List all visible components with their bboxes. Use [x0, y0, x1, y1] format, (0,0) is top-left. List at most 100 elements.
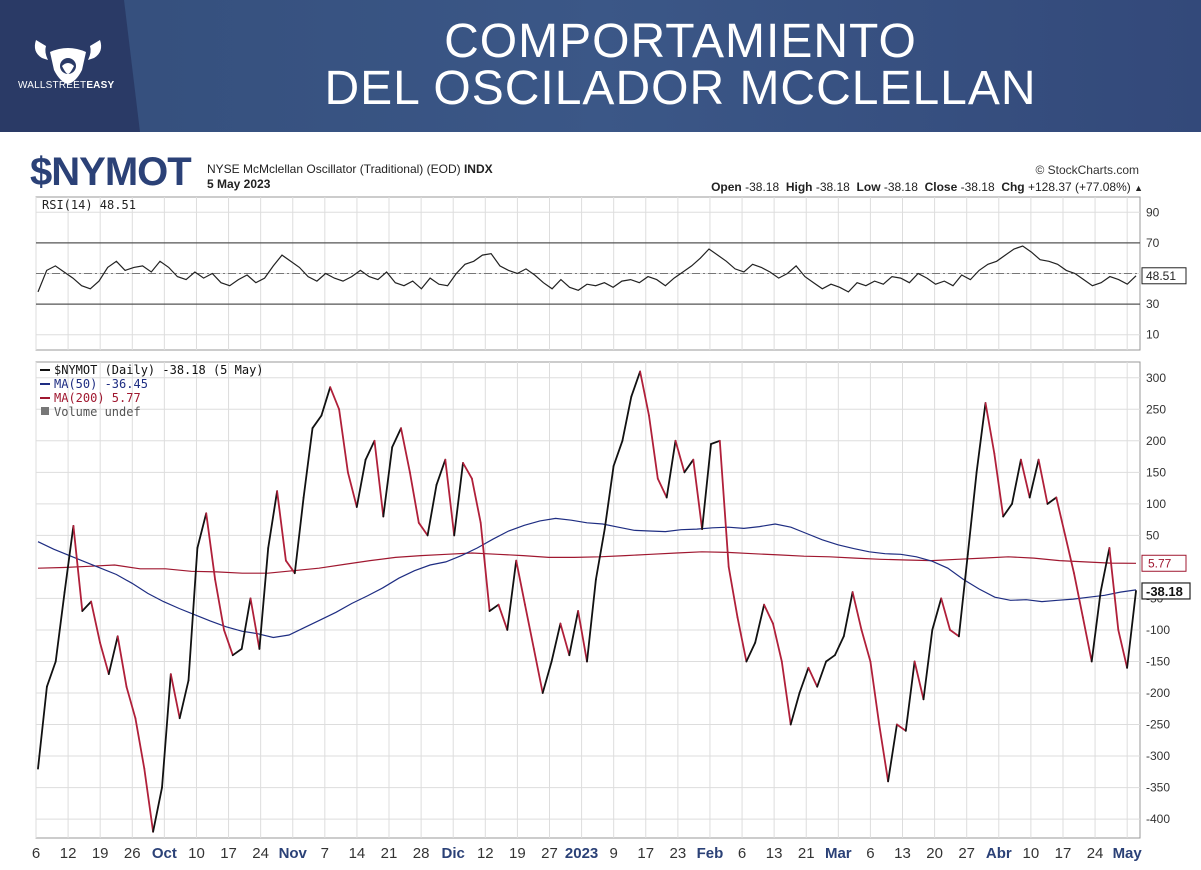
price-segment: [878, 723, 889, 783]
rsi-y-tick-label: 90: [1146, 205, 1160, 219]
x-tick-label: 27: [541, 845, 558, 862]
price-segment: [240, 597, 252, 650]
price-segment: [382, 446, 394, 518]
price-segment: [453, 461, 464, 537]
price-segment: [541, 660, 553, 694]
rsi-label: RSI(14) 48.51: [42, 198, 136, 212]
price-segment: [1064, 534, 1075, 575]
price-segment: [975, 402, 987, 474]
x-tick-label: 19: [509, 845, 526, 862]
price-segment: [1020, 458, 1031, 499]
price-y-tick-label: 50: [1146, 528, 1160, 542]
price-segment: [81, 600, 92, 612]
x-tick-label: 13: [894, 845, 911, 862]
price-segment: [37, 685, 48, 770]
price-segment: [692, 458, 703, 530]
price-segment: [763, 603, 774, 625]
price-segment: [417, 521, 429, 537]
x-tick-label: 13: [766, 845, 783, 862]
price-segment: [621, 395, 633, 442]
price-segment: [444, 458, 456, 537]
high-label: High: [785, 180, 813, 194]
price-segment: [515, 559, 526, 606]
price-segment: [346, 471, 358, 508]
price-segment: [683, 458, 695, 474]
price-y-tick-label: -150: [1146, 654, 1170, 668]
legend-entry: MA(50) -36.45: [54, 377, 148, 391]
price-segment: [293, 496, 305, 575]
x-tick-label: 27: [958, 845, 975, 862]
price-segment: [408, 471, 420, 524]
legend-entry: $NYMOT (Daily) -38.18 (5 May): [54, 363, 264, 377]
ma200-last-value: 5.77: [1148, 556, 1172, 570]
x-tick-label: 7: [321, 845, 329, 862]
x-tick-label: 26: [124, 845, 141, 862]
description-text: NYSE McMclellan Oscillator (Traditional)…: [207, 162, 461, 176]
price-segment: [462, 461, 473, 480]
price-segment: [196, 512, 208, 549]
price-segment: [639, 370, 650, 417]
x-tick-label: Mar: [825, 845, 852, 862]
x-tick-label: 17: [637, 845, 654, 862]
price-segment: [772, 622, 783, 663]
ma50-line: [37, 517, 1137, 639]
exchange-label: INDX: [463, 162, 493, 176]
brand-name-part2: EASY: [86, 80, 115, 91]
price-segment: [54, 591, 66, 663]
price-segment: [665, 439, 677, 499]
price-segment: [896, 723, 907, 732]
x-tick-label: 24: [1087, 845, 1104, 862]
price-segment: [338, 408, 349, 474]
chart-date: 5 May 2023: [207, 177, 271, 191]
x-tick-label: 17: [220, 845, 237, 862]
x-tick-label: 2023: [565, 845, 598, 862]
price-segment: [745, 641, 757, 663]
price-segment: [320, 386, 332, 417]
price-segment: [807, 666, 819, 688]
rsi-line: [37, 245, 1137, 293]
x-tick-label: 10: [1023, 845, 1040, 862]
price-y-tick-label: -350: [1146, 781, 1170, 795]
open-label: Open: [711, 180, 742, 194]
high-value: -38.18: [815, 180, 850, 194]
price-y-tick-label: 100: [1146, 497, 1166, 511]
price-segment: [1011, 458, 1022, 505]
price-segment: [364, 439, 376, 461]
price-segment: [1108, 547, 1120, 631]
x-tick-label: Abr: [986, 845, 1012, 862]
price-segment: [231, 648, 243, 657]
low-label: Low: [856, 180, 881, 194]
price-segment: [550, 622, 562, 663]
price-segment: [99, 641, 110, 675]
x-tick-label: 14: [349, 845, 366, 862]
price-segment: [1073, 572, 1084, 619]
price-segment: [1117, 629, 1128, 669]
price-segment: [329, 386, 341, 411]
price-y-tick-label: 200: [1146, 434, 1166, 448]
price-segment: [267, 490, 279, 549]
price-segment: [258, 547, 270, 650]
price-segment: [674, 439, 686, 474]
price-segment: [426, 483, 438, 537]
price-segment: [577, 610, 588, 663]
price-segment: [391, 427, 402, 449]
price-segment: [143, 767, 155, 833]
x-tick-label: 12: [477, 845, 494, 862]
price-segment: [887, 723, 898, 783]
price-segment: [710, 439, 721, 445]
price-segment: [497, 603, 509, 631]
price-last-value: -38.18: [1146, 584, 1183, 599]
price-segment: [834, 635, 845, 657]
price-segment: [595, 528, 606, 581]
price-segment: [1028, 458, 1040, 499]
price-segment: [568, 610, 579, 657]
ohlc-readout: Open -38.18 High -38.18 Low -38.18 Close…: [711, 180, 1143, 194]
price-segment: [612, 439, 624, 467]
x-tick-label: 10: [188, 845, 205, 862]
close-label: Close: [924, 180, 958, 194]
low-value: -38.18: [883, 180, 918, 194]
price-segment: [780, 660, 792, 726]
price-segment: [798, 666, 810, 694]
price-segment: [488, 603, 500, 612]
x-tick-label: Oct: [152, 845, 177, 862]
